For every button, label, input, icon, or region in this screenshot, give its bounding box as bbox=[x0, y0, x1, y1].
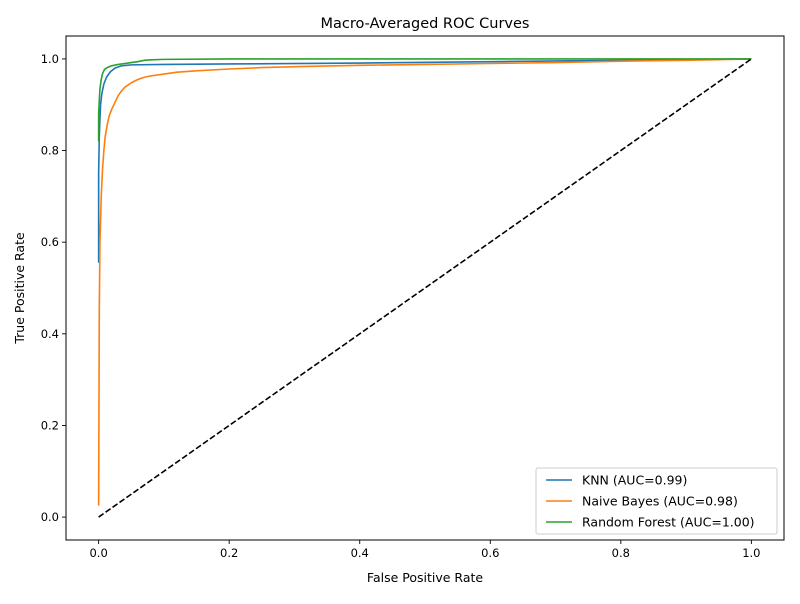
series-line-0 bbox=[97, 58, 752, 263]
x-tick-label: 1.0 bbox=[742, 546, 760, 560]
y-axis-ticks: 0.0 0.2 0.4 0.6 0.8 1.0 bbox=[41, 52, 66, 524]
series-line-2 bbox=[97, 58, 752, 142]
x-axis-ticks: 0.0 0.2 0.4 0.6 0.8 1.0 bbox=[89, 540, 761, 560]
chart-title: Macro-Averaged ROC Curves bbox=[321, 16, 530, 32]
series-layer bbox=[97, 58, 752, 518]
legend: KNN (AUC=0.99) Naive Bayes (AUC=0.98) Rand… bbox=[535, 467, 778, 535]
x-tick-label: 0.8 bbox=[612, 546, 630, 560]
x-tick-label: 0.0 bbox=[89, 546, 107, 560]
y-tick-label: 0.8 bbox=[41, 144, 59, 158]
series-line-1 bbox=[97, 58, 752, 506]
x-axis-label: False Positive Rate bbox=[367, 570, 483, 585]
y-tick-label: 0.4 bbox=[41, 327, 59, 341]
y-axis-label: True Positive Rate bbox=[12, 232, 27, 345]
y-tick-label: 0.0 bbox=[41, 510, 59, 524]
legend-label: Random Forest (AUC=1.00) bbox=[582, 515, 755, 530]
legend-box bbox=[535, 467, 778, 535]
y-tick-label: 0.6 bbox=[41, 235, 59, 249]
legend-items: KNN (AUC=0.99) Naive Bayes (AUC=0.98) Rand… bbox=[546, 473, 755, 530]
chance-diagonal-line bbox=[98, 58, 752, 518]
x-tick-label: 0.4 bbox=[351, 546, 369, 560]
x-tick-label: 0.2 bbox=[220, 546, 238, 560]
y-tick-label: 1.0 bbox=[41, 52, 59, 66]
y-tick-label: 0.2 bbox=[41, 418, 59, 432]
x-tick-label: 0.6 bbox=[481, 546, 499, 560]
legend-label: KNN (AUC=0.99) bbox=[582, 473, 687, 488]
legend-label: Naive Bayes (AUC=0.98) bbox=[582, 494, 738, 509]
